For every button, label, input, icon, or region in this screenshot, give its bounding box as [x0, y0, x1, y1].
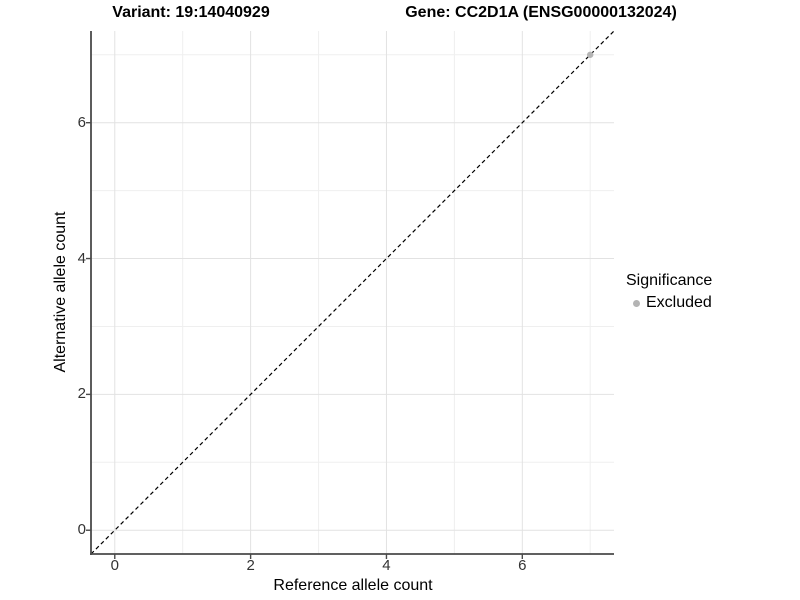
y-tick-label: 4 — [77, 249, 86, 267]
y-axis-label: Alternative allele count — [52, 211, 69, 373]
variant-title: Variant: 19:14040929 — [112, 4, 270, 21]
legend-title: Significance — [626, 272, 713, 289]
data-point — [587, 51, 594, 58]
x-tick-label: 2 — [246, 557, 255, 574]
legend-item-label: Excluded — [646, 294, 712, 311]
excluded-marker-icon — [633, 299, 640, 307]
legend-item-excluded: Excluded — [626, 294, 712, 312]
y-tick-label: 2 — [77, 385, 86, 403]
gene-title: Gene: CC2D1A (ENSG00000132024) — [405, 4, 677, 21]
y-tick-label: 0 — [77, 521, 86, 539]
x-tick-label: 0 — [110, 557, 119, 574]
x-tick-label: 4 — [382, 557, 391, 574]
legend: Significance Excluded — [626, 271, 712, 312]
y-tick-label: 6 — [77, 113, 86, 131]
x-tick-label: 6 — [518, 557, 527, 574]
x-axis-label: Reference allele count — [273, 577, 433, 594]
identity-line — [90, 30, 615, 555]
